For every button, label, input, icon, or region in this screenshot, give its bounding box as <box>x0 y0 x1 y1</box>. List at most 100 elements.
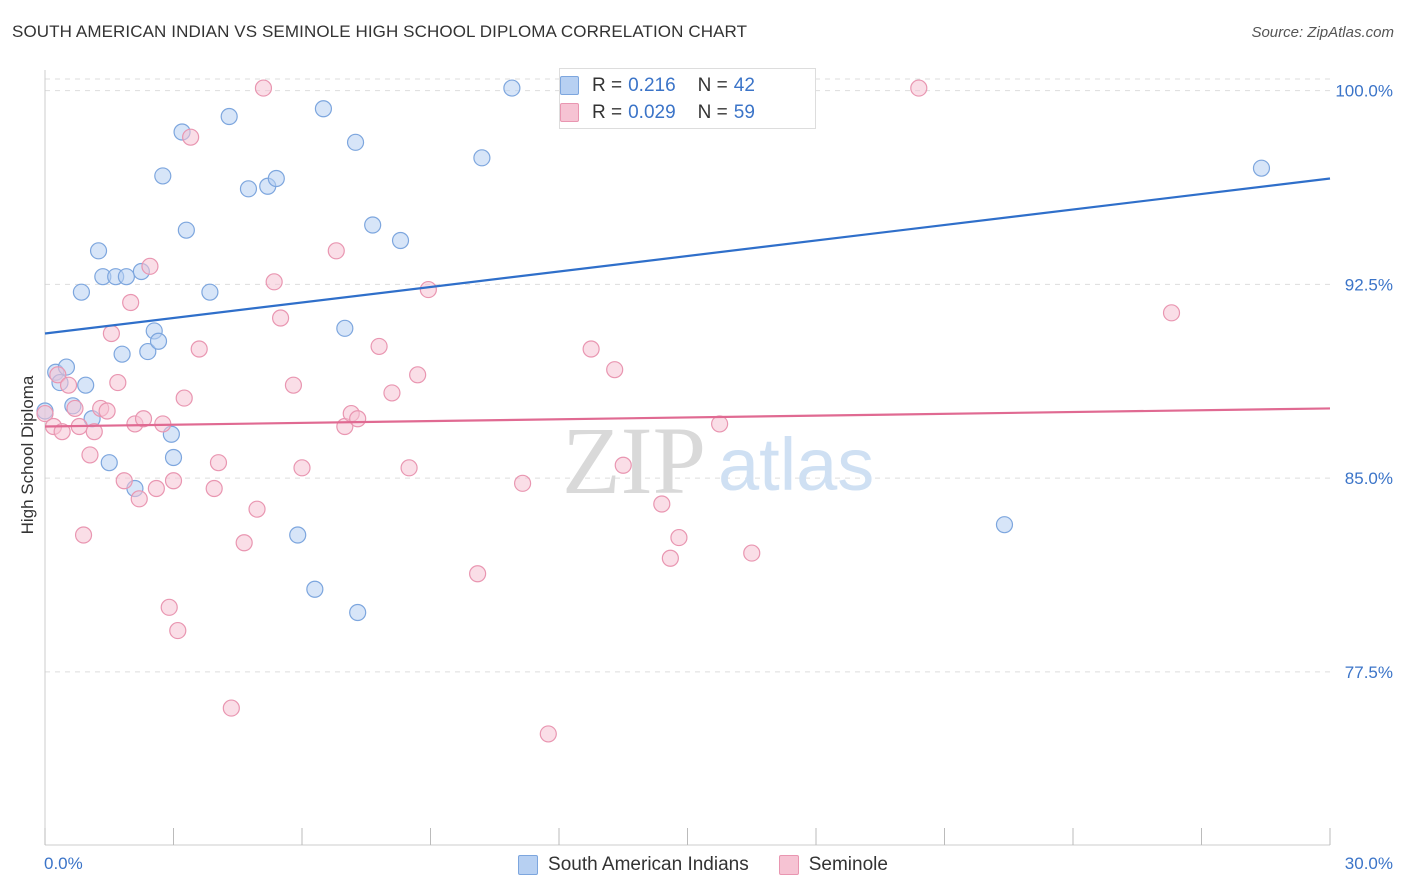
point-south-american-indians <box>201 283 219 301</box>
point-south-american-indians <box>364 216 382 234</box>
watermark: ZIP atlas <box>562 407 874 514</box>
point-seminole <box>1162 304 1181 322</box>
point-seminole <box>271 309 290 327</box>
r-label: R = <box>592 75 623 96</box>
watermark-atlas: atlas <box>718 423 874 506</box>
point-seminole <box>115 472 133 490</box>
point-seminole <box>670 528 688 547</box>
n-label: N = <box>697 102 728 123</box>
point-south-american-indians <box>336 319 354 337</box>
point-seminole <box>409 366 427 384</box>
n-label: N = <box>697 75 728 96</box>
point-south-american-indians <box>100 454 118 472</box>
point-seminole <box>182 128 200 146</box>
legend-item-south-american-indians[interactable]: South American Indians <box>518 854 749 876</box>
point-seminole <box>513 474 532 492</box>
point-seminole <box>36 404 54 423</box>
point-south-american-indians <box>1252 159 1271 177</box>
legend-item-seminole[interactable]: Seminole <box>778 854 888 876</box>
point-seminole <box>383 384 401 402</box>
legend-label: Seminole <box>808 854 888 875</box>
point-south-american-indians <box>113 345 131 363</box>
point-seminole <box>653 495 671 513</box>
point-south-american-indians <box>77 376 95 394</box>
point-seminole <box>254 79 273 97</box>
point-seminole <box>539 725 557 743</box>
point-seminole <box>147 479 165 498</box>
point-seminole <box>190 340 208 358</box>
point-seminole <box>66 399 84 418</box>
point-south-american-indians <box>72 283 91 301</box>
point-seminole <box>81 446 99 464</box>
point-seminole <box>49 366 67 384</box>
point-seminole <box>606 361 624 379</box>
point-south-american-indians <box>349 603 367 622</box>
source-label: Source: ZipAtlas.com <box>1251 24 1394 41</box>
point-south-american-indians <box>164 448 183 467</box>
watermark-zip: ZIP <box>562 407 706 514</box>
point-seminole <box>284 376 303 394</box>
point-south-american-indians <box>473 149 491 167</box>
point-seminole <box>349 410 367 428</box>
n-value: 42 <box>733 75 755 96</box>
stats-row-seminole: R = 0.029 N = 59 <box>560 101 755 125</box>
point-south-american-indians <box>149 332 168 350</box>
point-seminole <box>222 699 240 717</box>
trend-line-seminole <box>44 407 1331 428</box>
pink-swatch-icon <box>778 855 799 875</box>
point-seminole <box>265 273 283 291</box>
stats-row-south-american-indians: R = 0.216 N = 42 <box>560 74 755 98</box>
point-seminole <box>582 340 600 358</box>
point-seminole <box>910 79 928 97</box>
point-seminole <box>102 324 120 343</box>
y-tick-label: 92.5% <box>1345 275 1393 294</box>
point-seminole <box>109 373 127 392</box>
r-value: 0.029 <box>628 102 676 123</box>
r-label: R = <box>592 102 623 123</box>
y-tick-label: 77.5% <box>1345 663 1393 682</box>
pink-swatch-icon <box>560 103 579 122</box>
point-seminole <box>235 534 253 552</box>
point-south-american-indians <box>314 100 333 118</box>
point-seminole <box>134 410 153 428</box>
trend-line-south-american-indians <box>44 177 1331 335</box>
y-tick-label: 100.0% <box>1335 82 1393 101</box>
n-value: 59 <box>733 102 755 123</box>
point-south-american-indians <box>995 516 1014 534</box>
x-tick-label: 0.0% <box>44 854 83 873</box>
data-points <box>36 79 1271 743</box>
point-south-american-indians <box>239 180 258 198</box>
point-seminole <box>130 490 148 508</box>
point-south-american-indians <box>503 79 521 97</box>
x-tick-label: 30.0% <box>1345 854 1393 873</box>
point-seminole <box>98 402 116 420</box>
point-seminole <box>327 242 345 260</box>
point-seminole <box>164 472 183 490</box>
point-south-american-indians <box>154 167 172 185</box>
grid-lines <box>45 78 1330 673</box>
point-south-american-indians <box>306 580 324 598</box>
tick-labels: 77.5% 85.0% 92.5% 100.0% 0.0% 30.0% <box>44 82 1393 873</box>
point-south-american-indians <box>139 342 157 361</box>
point-seminole <box>370 337 388 356</box>
point-south-american-indians <box>117 268 135 286</box>
chart-title: SOUTH AMERICAN INDIAN VS SEMINOLE HIGH S… <box>12 22 748 41</box>
y-tick-label: 85.0% <box>1345 469 1393 488</box>
point-seminole <box>175 389 193 407</box>
r-value: 0.216 <box>628 75 676 96</box>
point-seminole <box>169 621 187 640</box>
legend-label: South American Indians <box>548 854 749 875</box>
point-seminole <box>469 565 487 583</box>
point-seminole <box>160 598 178 616</box>
point-seminole <box>59 376 78 394</box>
blue-swatch-icon <box>518 855 539 875</box>
point-seminole <box>614 456 632 474</box>
point-seminole <box>122 293 140 312</box>
point-seminole <box>74 526 93 544</box>
point-south-american-indians <box>267 169 285 188</box>
point-seminole <box>53 423 71 441</box>
point-south-american-indians <box>220 107 238 126</box>
point-south-american-indians <box>89 242 108 260</box>
trend-lines <box>44 177 1331 428</box>
